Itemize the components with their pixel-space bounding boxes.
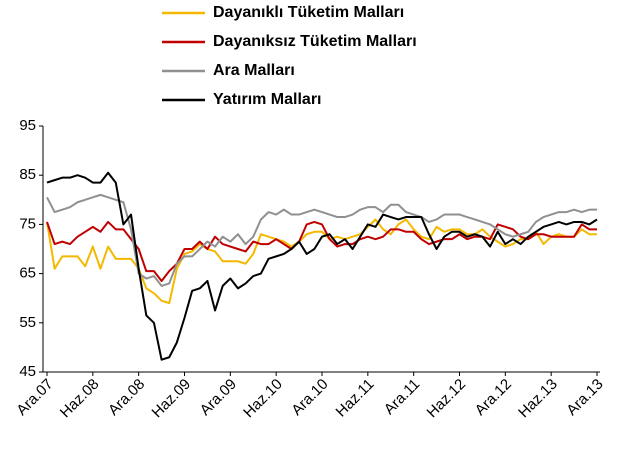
- legend-label: Dayanıklı Tüketim Malları: [213, 4, 404, 21]
- x-tick-label: Ara.08: [105, 376, 148, 419]
- x-tick-label: Ara.13: [563, 376, 606, 419]
- y-tick-label: 75: [19, 215, 36, 232]
- series-line: [46, 220, 597, 282]
- legend-label: Dayanıksız Tüketim Malları: [213, 33, 417, 50]
- x-tick-label: Ara.12: [472, 376, 515, 419]
- legend-label: Ara Malları: [213, 62, 295, 79]
- y-tick-label: 85: [19, 166, 36, 183]
- x-tick-label: Ara.10: [288, 376, 331, 419]
- x-tick-label: Haz.08: [57, 376, 103, 422]
- x-tick-label: Haz.11: [333, 376, 378, 421]
- x-tick-label: Ara.11: [381, 376, 423, 418]
- x-tick-label: Haz.13: [515, 376, 561, 422]
- x-tick-label: Haz.12: [424, 376, 470, 422]
- legend-label: Yatırım Malları: [213, 91, 322, 108]
- x-tick-label: Ara.07: [13, 376, 56, 419]
- y-tick-label: 95: [19, 117, 36, 134]
- y-tick-label: 65: [19, 265, 36, 282]
- y-tick-label: 45: [19, 363, 36, 380]
- x-tick-label: Haz.09: [149, 376, 195, 422]
- series-line: [46, 171, 598, 361]
- x-tick-label: Ara.09: [197, 376, 240, 419]
- y-tick-label: 55: [19, 314, 36, 331]
- x-tick-label: Haz.10: [240, 376, 286, 422]
